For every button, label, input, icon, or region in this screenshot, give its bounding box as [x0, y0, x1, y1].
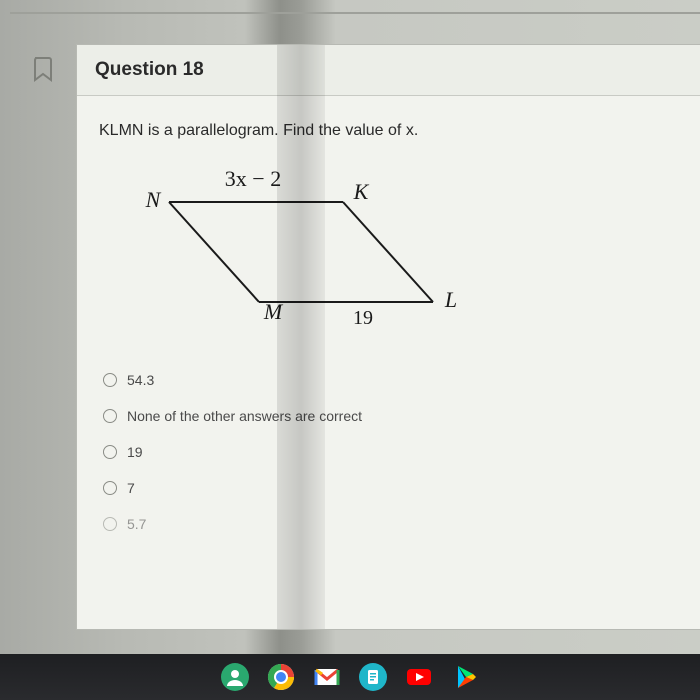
youtube-icon: [403, 661, 435, 693]
taskbar-app-youtube[interactable]: [403, 661, 435, 693]
question-header: Question 18: [77, 45, 700, 96]
parallelogram-diagram: 3x − 2 19 N K M L: [113, 152, 473, 337]
taskbar-app-gmail[interactable]: [311, 661, 343, 693]
option-label: None of the other answers are correct: [127, 408, 362, 424]
edge-label: 19: [353, 307, 373, 329]
radio-icon[interactable]: [103, 373, 117, 387]
app-teal-icon: [357, 661, 389, 693]
app-green-icon: [219, 661, 251, 693]
option-label: 5.7: [127, 516, 146, 532]
answer-option[interactable]: None of the other answers are correct: [99, 398, 678, 434]
vertex-N: N: [145, 187, 162, 212]
radio-icon[interactable]: [103, 445, 117, 459]
answer-option[interactable]: 19: [99, 434, 678, 470]
chrome-icon: [265, 661, 297, 693]
taskbar-app-chrome[interactable]: [265, 661, 297, 693]
edge-label: 3x − 2: [225, 166, 281, 191]
edge-M-N: [169, 202, 259, 302]
play-icon: [449, 661, 481, 693]
answer-options: 54.3 None of the other answers are correc…: [99, 362, 678, 542]
vertex-K: K: [353, 179, 370, 204]
taskbar-app-app-green[interactable]: [219, 661, 251, 693]
vertex-L: L: [444, 287, 457, 312]
option-label: 54.3: [127, 372, 154, 388]
radio-icon[interactable]: [103, 517, 117, 531]
edge-K-L: [343, 202, 433, 302]
bookmark-flag-icon[interactable]: [32, 56, 54, 84]
taskbar-app-app-teal[interactable]: [357, 661, 389, 693]
question-number: Question 18: [95, 59, 204, 80]
vertex-M: M: [263, 299, 284, 324]
question-body: KLMN is a parallelogram. Find the value …: [77, 96, 700, 550]
radio-icon[interactable]: [103, 481, 117, 495]
option-label: 7: [127, 480, 135, 496]
answer-option[interactable]: 5.7: [99, 506, 678, 542]
question-card: Question 18 KLMN is a parallelogram. Fin…: [76, 44, 700, 630]
option-label: 19: [127, 444, 143, 460]
radio-icon[interactable]: [103, 409, 117, 423]
divider-line: [10, 12, 700, 14]
taskbar-app-play[interactable]: [449, 661, 481, 693]
taskbar: [0, 654, 700, 700]
answer-option[interactable]: 54.3: [99, 362, 678, 398]
answer-option[interactable]: 7: [99, 470, 678, 506]
gmail-icon: [311, 661, 343, 693]
question-prompt: KLMN is a parallelogram. Find the value …: [99, 122, 678, 140]
